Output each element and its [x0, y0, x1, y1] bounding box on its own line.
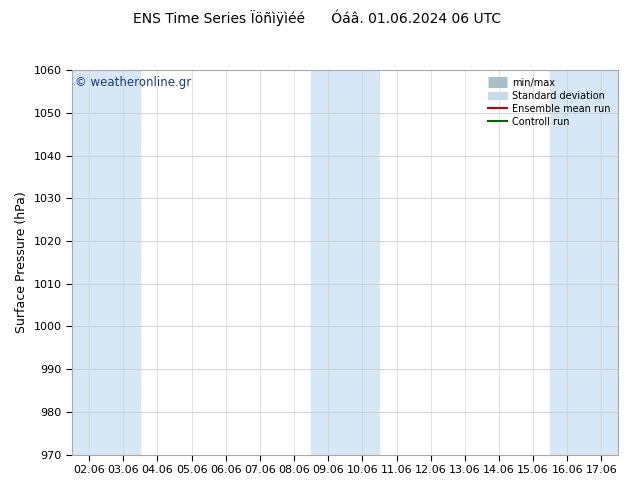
Bar: [346, 70, 379, 455]
Y-axis label: Surface Pressure (hPa): Surface Pressure (hPa): [15, 192, 28, 333]
Bar: [311, 70, 346, 455]
Bar: [107, 70, 140, 455]
Bar: [72, 70, 107, 455]
Bar: [550, 70, 585, 455]
Legend: min/max, Standard deviation, Ensemble mean run, Controll run: min/max, Standard deviation, Ensemble me…: [485, 75, 614, 129]
Text: © weatheronline.gr: © weatheronline.gr: [75, 76, 191, 89]
Text: ENS Time Series Ïöñìÿìéé      Óáâ. 01.06.2024 06 UTC: ENS Time Series Ïöñìÿìéé Óáâ. 01.06.2024…: [133, 10, 501, 26]
Bar: [585, 70, 619, 455]
